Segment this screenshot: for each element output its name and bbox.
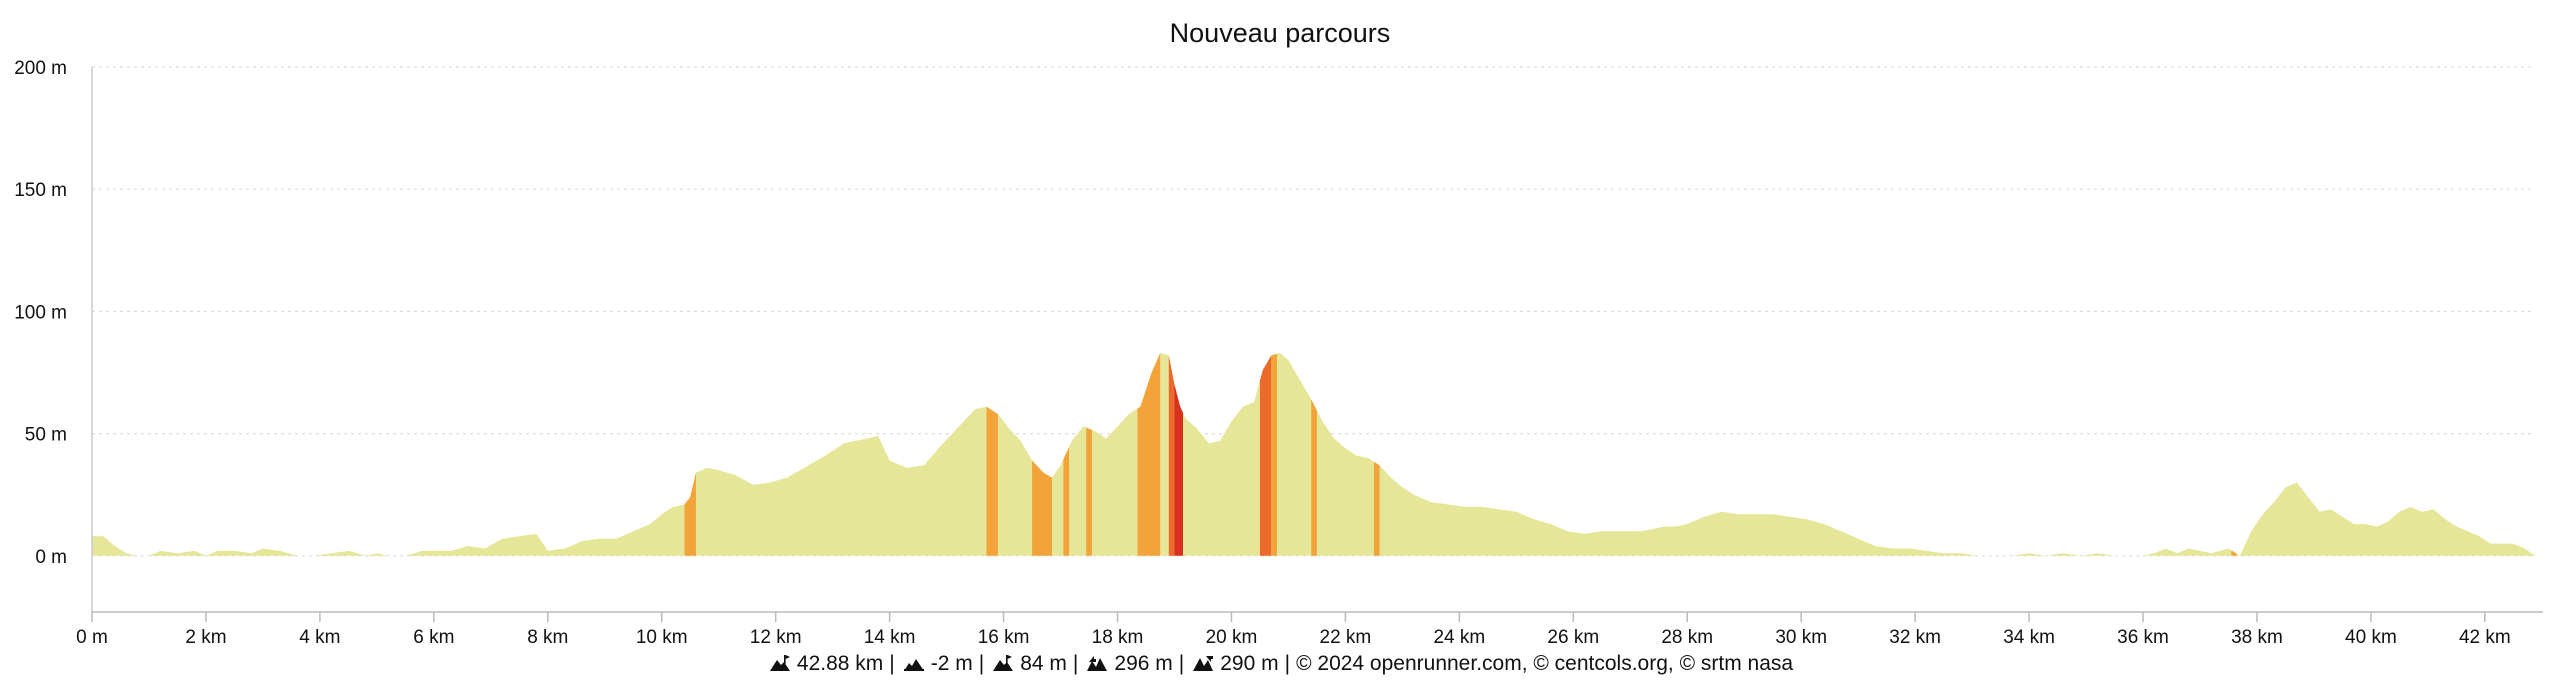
- x-tick-label: 2 km: [185, 627, 226, 648]
- axis-layer: [91, 67, 2543, 622]
- elevation-gain-icon: [1087, 656, 1108, 671]
- x-tick-label: 12 km: [750, 627, 802, 648]
- gradient-band-light: [2532, 554, 2535, 556]
- x-tick-label: 26 km: [1547, 627, 1599, 648]
- y-tick-label: 0 m: [35, 547, 67, 568]
- separator: |: [1284, 652, 1291, 675]
- gradient-band-medium: [684, 472, 696, 556]
- elevation-loss-value: 290 m: [1220, 652, 1279, 675]
- y-tick-labels: 0 m 50 m 100 m 150 m 200 m: [14, 58, 67, 568]
- gradient-band-medium: [1373, 461, 1380, 556]
- x-tick-label: 28 km: [1661, 627, 1713, 648]
- separator: |: [889, 652, 895, 675]
- gradient-band-medium: [1271, 353, 1277, 556]
- x-tick-label: 32 km: [1889, 627, 1941, 648]
- y-tick-label: 200 m: [14, 58, 67, 79]
- x-tick-label: 4 km: [299, 627, 340, 648]
- gradient-band-medium: [2231, 550, 2237, 556]
- x-tick-label: 30 km: [1775, 627, 1827, 648]
- x-tick-label: 16 km: [978, 627, 1030, 648]
- gradient-band-medium: [1032, 460, 1052, 556]
- max-elevation-value: 84 m: [1020, 652, 1067, 675]
- gradient-band-very_steep: [1174, 384, 1183, 556]
- min-elevation-value: -2 m: [930, 652, 973, 675]
- credits-text: © 2024 openrunner.com, © centcols.org, ©…: [1296, 652, 1794, 675]
- x-tick-label: 36 km: [2117, 627, 2169, 648]
- elevation-gain-value: 296 m: [1114, 652, 1173, 675]
- separator: |: [1072, 652, 1079, 675]
- x-tick-label: 38 km: [2231, 627, 2283, 648]
- x-tick-label: 42 km: [2459, 627, 2511, 648]
- x-tick-label: 34 km: [2003, 627, 2055, 648]
- gradient-band-medium: [1137, 352, 1161, 556]
- x-tick-labels: 0 m 2 km 4 km 6 km 8 km 10 km 12 km 14 km 16 km 1…: [76, 627, 2511, 648]
- gradient-band-medium: [1086, 427, 1092, 556]
- x-tick-label: 6 km: [413, 627, 454, 648]
- route-summary-footer: 42.88 km | -2 m | 84 m | 296 m | 290 m | © 2024 op…: [0, 652, 2560, 676]
- gradient-band-steep: [1168, 355, 1175, 556]
- max-elevation-icon: [993, 655, 1014, 671]
- separator: |: [978, 652, 985, 675]
- x-tick-label: 8 km: [527, 627, 568, 648]
- y-tick-label: 100 m: [14, 302, 67, 323]
- distance-value: 42.88 km: [796, 652, 884, 675]
- x-tick-label: 10 km: [636, 627, 688, 648]
- x-tick-label: 0 m: [76, 627, 108, 648]
- x-tick-label: 40 km: [2345, 627, 2397, 648]
- x-tick-label: 18 km: [1092, 627, 1144, 648]
- gradient-band-steep: [1259, 355, 1272, 556]
- x-tick-label: 24 km: [1433, 627, 1485, 648]
- distance-icon: [769, 655, 790, 671]
- gradient-band-layer: [684, 352, 2535, 556]
- gradient-band-medium: [1063, 447, 1070, 556]
- x-tick-label: 14 km: [864, 627, 916, 648]
- separator: |: [1178, 652, 1185, 675]
- y-tick-label: 50 m: [25, 425, 67, 446]
- chart-title: Nouveau parcours: [1169, 18, 1391, 48]
- gradient-band-medium: [986, 406, 998, 556]
- y-tick-label: 150 m: [14, 180, 67, 201]
- x-tick-label: 22 km: [1320, 627, 1372, 648]
- gradient-band-medium: [1311, 399, 1317, 556]
- x-tick-label: 20 km: [1206, 627, 1258, 648]
- elevation-loss-icon: [1193, 656, 1214, 671]
- min-elevation-icon: [903, 659, 924, 671]
